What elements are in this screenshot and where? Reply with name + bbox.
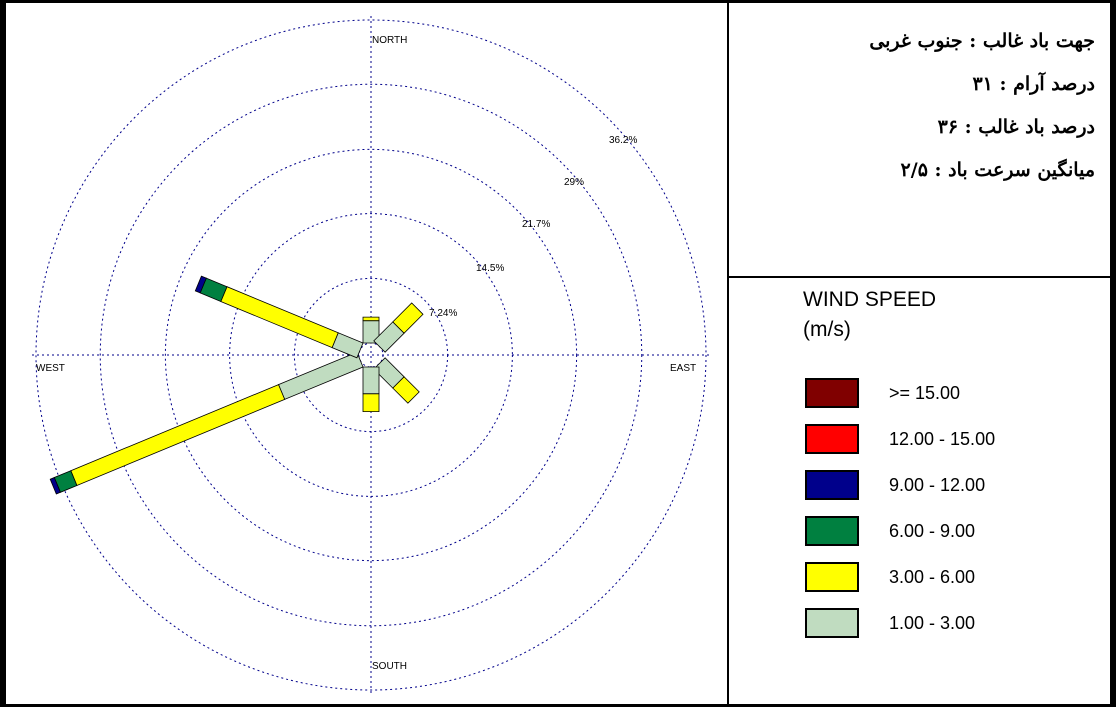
petal-segment <box>392 302 424 334</box>
legend-swatch <box>805 470 859 500</box>
petal-segment <box>277 351 364 400</box>
mean-speed-text: میانگین سرعت باد : ۲/۵ <box>900 159 1095 181</box>
petal-segment <box>362 316 380 322</box>
panel-divider-horizontal <box>727 276 1116 278</box>
ring-label-2: 14.5% <box>476 263 504 274</box>
calm-percent-text: درصد آرام : ۳۱ <box>972 73 1095 95</box>
ring-group <box>35 19 707 691</box>
axis-label-north: NORTH <box>372 35 407 46</box>
legend-label: 3.00 - 6.00 <box>889 567 976 587</box>
ring-label-3: 21.7% <box>522 219 550 230</box>
axis-group <box>32 16 710 694</box>
ring-label-4: 29% <box>564 177 584 188</box>
petal-segment <box>49 476 61 495</box>
wind-statistics: جهت باد غالب : جنوب غربی درصد آرام : ۳۱ … <box>735 20 1095 192</box>
petal-segment <box>392 376 420 404</box>
petal-segment <box>362 366 380 395</box>
legend-label: 9.00 - 12.00 <box>889 475 986 495</box>
frequency-ring <box>164 148 578 562</box>
legend-swatch <box>805 562 859 592</box>
ring-label-1: 7.24% <box>429 308 457 319</box>
panel-divider-vertical <box>727 0 729 707</box>
axis-label-west: WEST <box>36 363 65 374</box>
petal-segment <box>220 286 339 349</box>
legend-swatch <box>805 516 859 546</box>
legend-swatch <box>805 424 859 454</box>
prevailing-percent-text: درصد باد غالب : ۳۶ <box>937 116 1095 138</box>
wind-rose-chart: NORTH SOUTH EAST WEST 7.24% 14.5% 21.7% … <box>32 16 710 694</box>
legend-label: >= 15.00 <box>889 383 961 403</box>
legend-swatch <box>805 378 859 408</box>
petal-segment <box>194 275 207 294</box>
petal-group <box>49 275 424 495</box>
frequency-ring <box>35 19 707 691</box>
frequency-ring <box>99 83 643 627</box>
petal-segment <box>362 393 380 413</box>
legend-label: 1.00 - 3.00 <box>889 613 976 633</box>
ring-label-5: 36.2% <box>609 135 637 146</box>
legend-label: 6.00 - 9.00 <box>889 521 976 541</box>
prevailing-direction-text: جهت باد غالب : جنوب غربی <box>869 30 1095 52</box>
legend-title-line1: WIND SPEED <box>803 288 937 311</box>
axis-label-east: EAST <box>670 363 696 374</box>
legend-label: 12.00 - 15.00 <box>889 429 996 449</box>
petal-segment <box>70 384 286 487</box>
legend-title-line2: (m/s) <box>803 318 851 341</box>
legend-title: WIND SPEED (m/s) <box>803 285 936 345</box>
legend-swatch <box>805 608 859 638</box>
axis-label-south: SOUTH <box>372 661 407 672</box>
